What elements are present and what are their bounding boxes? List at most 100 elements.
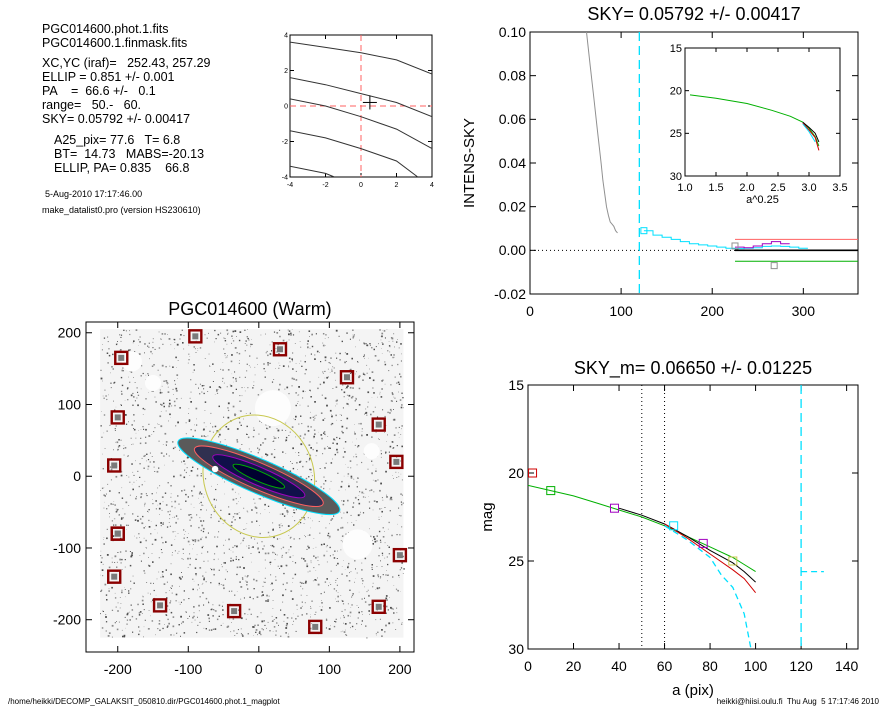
noise-speck	[285, 564, 287, 566]
noise-speck	[129, 551, 131, 552]
noise-speck	[289, 531, 290, 532]
noise-speck	[201, 504, 203, 506]
noise-speck	[144, 619, 146, 621]
noise-speck	[315, 333, 317, 335]
noise-speck	[101, 589, 103, 591]
noise-speck	[289, 361, 291, 363]
noise-speck	[146, 453, 148, 455]
inset-ytick-label: 20	[670, 86, 682, 98]
noise-speck	[252, 436, 255, 438]
noise-speck	[246, 336, 248, 338]
noise-speck	[170, 563, 172, 565]
noise-speck	[119, 607, 121, 609]
noise-speck	[312, 580, 314, 582]
noise-speck	[120, 603, 122, 604]
noise-speck	[217, 333, 220, 336]
noise-speck	[168, 402, 171, 405]
noise-speck	[164, 624, 165, 625]
noise-speck	[362, 379, 364, 381]
noise-speck	[324, 581, 327, 583]
noise-speck	[129, 619, 131, 621]
noise-speck	[166, 614, 168, 616]
noise-speck	[131, 552, 133, 554]
noise-speck	[127, 399, 129, 401]
noise-speck	[333, 588, 336, 590]
noise-speck	[203, 435, 205, 437]
noise-speck	[336, 357, 338, 359]
noise-speck	[162, 402, 165, 405]
noise-speck	[303, 582, 305, 584]
noise-speck	[303, 523, 305, 524]
noise-speck	[241, 444, 243, 445]
noise-speck	[329, 409, 332, 412]
noise-speck	[246, 510, 248, 512]
noise-speck	[398, 391, 399, 393]
noise-speck	[350, 477, 353, 479]
noise-speck	[370, 535, 372, 538]
noise-speck	[316, 449, 318, 452]
noise-speck	[299, 461, 301, 463]
noise-speck	[161, 496, 164, 498]
noise-speck	[344, 609, 346, 611]
noise-speck	[131, 444, 132, 445]
noise-speck	[324, 370, 326, 372]
noise-speck	[351, 625, 354, 628]
noise-speck	[201, 435, 203, 437]
noise-speck	[212, 381, 214, 382]
noise-speck	[177, 518, 179, 520]
noise-speck	[123, 447, 125, 450]
noise-speck	[343, 512, 345, 514]
noise-speck	[148, 610, 150, 611]
noise-speck	[291, 617, 293, 619]
noise-speck	[127, 612, 129, 615]
noise-speck	[382, 536, 385, 538]
noise-speck	[142, 603, 144, 605]
noise-speck	[115, 343, 118, 346]
noise-speck	[172, 447, 175, 450]
noise-speck	[335, 598, 336, 600]
contour-ytick-label: -2	[282, 139, 288, 146]
noise-speck	[304, 373, 306, 375]
noise-speck	[292, 467, 295, 470]
noise-speck	[201, 493, 203, 495]
noise-speck	[170, 611, 173, 614]
noise-speck	[318, 431, 319, 433]
noise-speck	[368, 603, 371, 606]
noise-speck	[100, 574, 101, 576]
noise-speck	[148, 435, 150, 437]
isophote-contour	[290, 41, 432, 75]
noise-speck	[341, 600, 344, 602]
noise-speck	[357, 445, 360, 447]
noise-speck	[143, 552, 145, 555]
noise-speck	[376, 635, 377, 636]
noise-speck	[168, 455, 170, 457]
noise-speck	[192, 466, 194, 468]
noise-speck	[167, 625, 169, 627]
noise-speck	[247, 614, 249, 615]
noise-speck	[377, 479, 379, 481]
map-ytick-label: 200	[58, 325, 82, 341]
noise-speck	[235, 380, 237, 382]
noise-speck	[258, 498, 260, 500]
noise-speck	[120, 376, 123, 379]
noise-speck	[378, 547, 381, 549]
noise-speck	[203, 578, 205, 581]
noise-speck	[240, 598, 242, 600]
noise-speck	[371, 540, 373, 542]
noise-speck	[334, 453, 336, 456]
noise-speck	[108, 348, 110, 350]
noise-speck	[167, 334, 168, 335]
noise-speck	[347, 522, 349, 524]
noise-speck	[103, 397, 105, 399]
noise-speck	[129, 494, 131, 496]
noise-speck	[384, 337, 386, 339]
noise-speck	[294, 343, 296, 344]
noise-speck	[110, 468, 113, 471]
noise-speck	[389, 597, 390, 598]
noise-speck	[354, 432, 356, 435]
noise-speck	[150, 350, 152, 353]
noise-speck	[134, 535, 135, 537]
noise-speck	[128, 421, 129, 423]
noise-speck	[235, 556, 237, 558]
noise-speck	[343, 631, 346, 633]
